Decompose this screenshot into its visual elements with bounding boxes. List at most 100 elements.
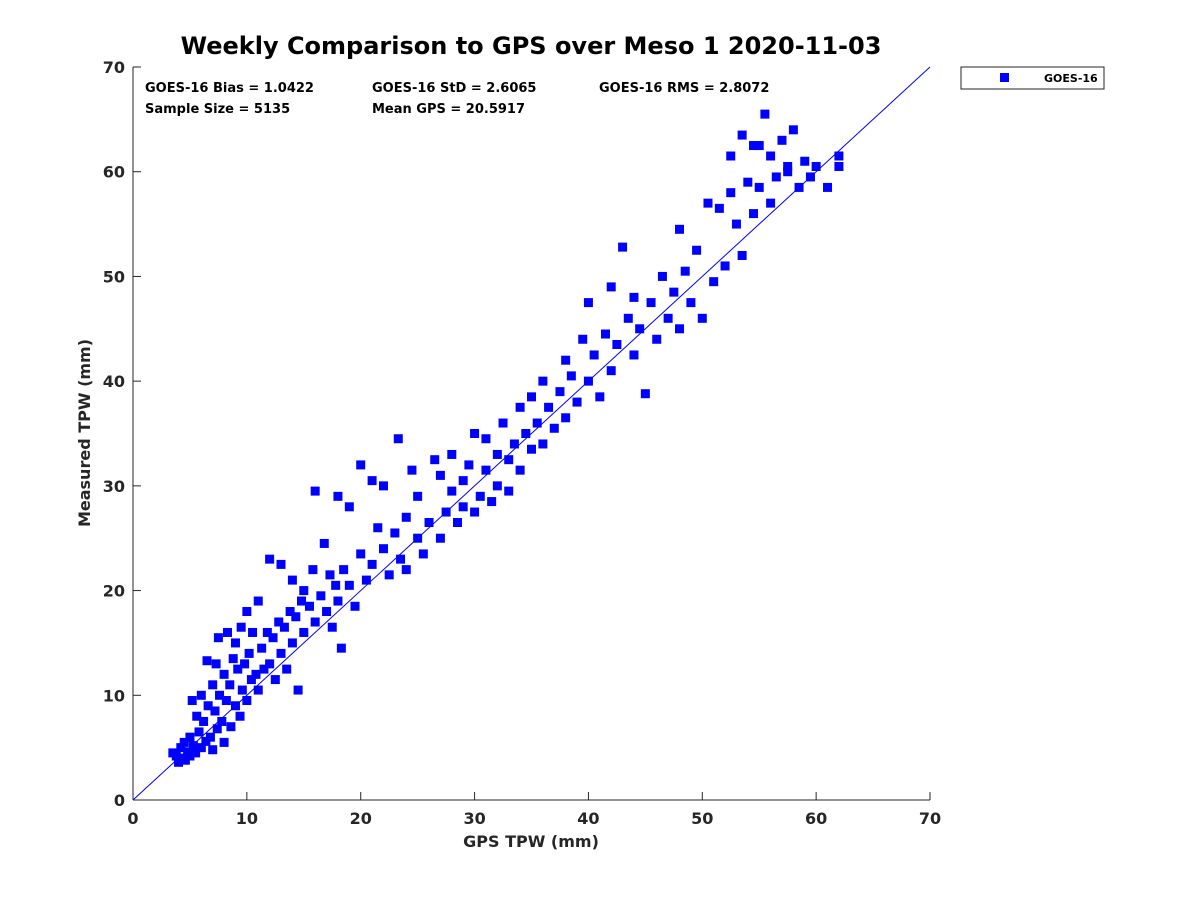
data-point (538, 376, 548, 386)
data-point (378, 481, 388, 491)
data-point (401, 565, 411, 575)
data-point (187, 696, 197, 706)
data-point (766, 198, 776, 208)
data-point (487, 497, 497, 507)
data-point (223, 627, 233, 637)
data-point (418, 549, 428, 559)
data-point (201, 736, 211, 746)
data-point (276, 648, 286, 658)
data-point (726, 151, 736, 161)
data-point (464, 460, 474, 470)
data-point (731, 219, 741, 229)
data-point (196, 743, 206, 753)
y-tick-label: 10 (103, 686, 125, 705)
data-point (259, 664, 269, 674)
stat-rms: GOES-16 RMS = 2.8072 (599, 81, 769, 96)
data-point (393, 434, 403, 444)
y-tick-label: 30 (103, 477, 125, 496)
data-point (210, 706, 220, 716)
data-point (333, 596, 343, 606)
legend-entry-goes-16: GOES-16 (1044, 72, 1098, 85)
data-point (601, 329, 611, 339)
data-point (709, 277, 719, 287)
data-point (549, 423, 559, 433)
data-point (333, 491, 343, 501)
data-point (435, 533, 445, 543)
y-tick-label: 40 (103, 372, 125, 391)
data-point (221, 696, 231, 706)
data-point (287, 638, 297, 648)
data-point (208, 680, 218, 690)
data-point (783, 161, 793, 171)
data-point (766, 151, 776, 161)
data-point (180, 755, 190, 765)
data-point (285, 607, 295, 617)
data-point (555, 387, 565, 397)
data-point (527, 392, 536, 402)
data-point (253, 596, 263, 606)
data-point (192, 711, 202, 721)
x-axis-label: GPS TPW (mm) (463, 832, 599, 851)
data-point (452, 518, 462, 528)
data-point (265, 554, 275, 564)
stats-annotations: GOES-16 Bias = 1.0422 GOES-16 StD = 2.60… (145, 81, 769, 117)
data-point (515, 465, 525, 475)
data-point (304, 601, 314, 611)
data-point (251, 669, 261, 679)
data-point (743, 177, 753, 187)
data-point (344, 502, 354, 512)
data-point (430, 455, 440, 465)
data-point (196, 690, 206, 700)
data-point (697, 313, 707, 323)
data-point (242, 607, 252, 617)
data-point (424, 518, 434, 528)
data-point (635, 324, 645, 334)
data-point (566, 371, 576, 381)
y-tick-label: 0 (114, 791, 125, 810)
data-point (737, 130, 747, 140)
data-point (714, 203, 724, 213)
data-point (336, 643, 346, 653)
stat-std: GOES-16 StD = 2.6065 (372, 81, 536, 96)
data-point (174, 757, 184, 767)
data-point (350, 601, 360, 611)
data-point (219, 669, 229, 679)
legend-box (960, 66, 1105, 90)
x-tick-label: 70 (919, 809, 941, 828)
data-point (228, 654, 238, 664)
data-point (282, 664, 292, 674)
data-point (515, 402, 525, 412)
data-point (749, 209, 759, 219)
data-point (509, 439, 519, 449)
data-point (208, 745, 218, 755)
data-point (686, 298, 696, 308)
data-point (179, 737, 189, 747)
data-point (297, 596, 307, 606)
data-point (561, 413, 571, 423)
data-point (242, 696, 252, 706)
data-point (646, 298, 656, 308)
data-point (783, 167, 793, 177)
data-point (299, 586, 309, 596)
data-point (407, 465, 417, 475)
data-point (361, 575, 371, 585)
data-point (629, 350, 639, 360)
y-tick-label: 70 (103, 58, 125, 77)
data-point (749, 141, 759, 151)
data-point (401, 512, 411, 522)
data-point (191, 748, 201, 758)
data-point (235, 711, 245, 721)
data-point (481, 434, 491, 444)
y-axis-label: Measured TPW (mm) (75, 339, 94, 527)
data-point (293, 685, 303, 695)
data-point (498, 418, 508, 428)
data-point (532, 418, 542, 428)
data-point (458, 476, 468, 486)
data-point (629, 292, 639, 302)
legend-marker-square (1000, 73, 1009, 82)
stat-bias: GOES-16 Bias = 1.0422 (145, 81, 314, 96)
data-point (811, 161, 821, 171)
data-point (257, 643, 267, 653)
data-point (367, 476, 377, 486)
y-tick-label: 50 (103, 267, 125, 286)
